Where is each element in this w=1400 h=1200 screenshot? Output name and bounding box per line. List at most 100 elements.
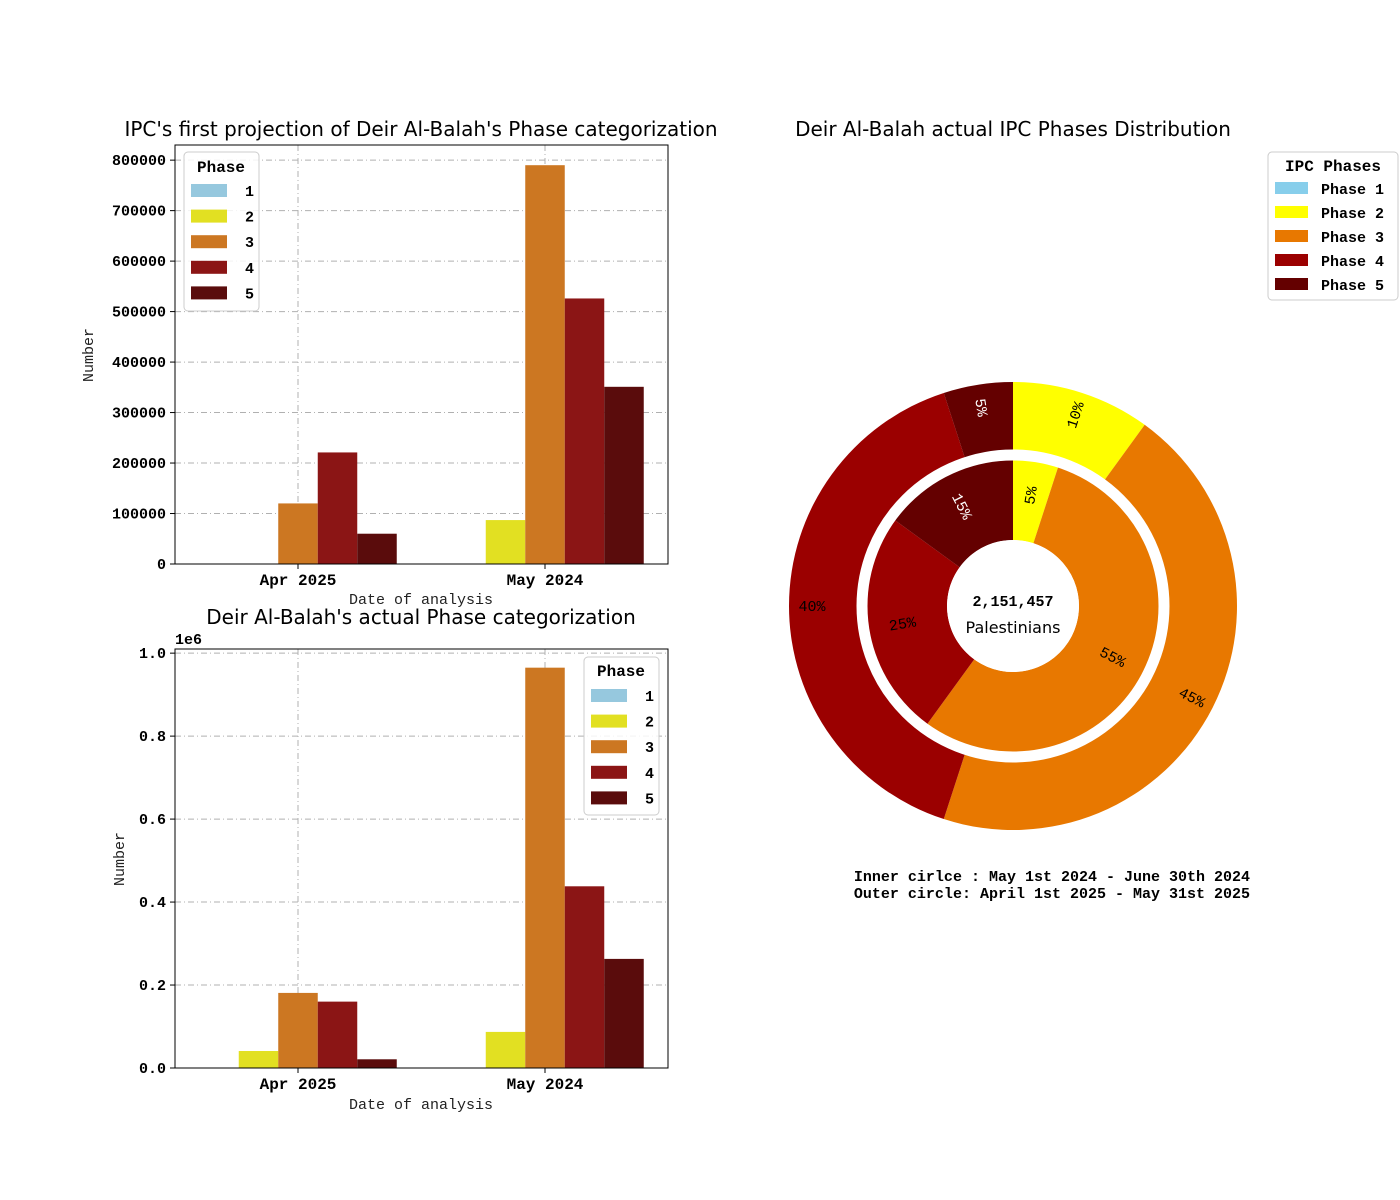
actual-y-offset-label: 1e6: [175, 632, 202, 649]
bar1-legend-label-5: 5: [245, 286, 254, 303]
actual-legend: Phase 1 2 3 4 5: [583, 656, 660, 816]
bar2-legend-swatch-2: [591, 714, 627, 728]
distribution-donut-chart: Deir Al-Balah actual IPC Phases Distribu…: [788, 117, 1399, 903]
bar2-legend-swatch-4: [591, 765, 627, 779]
donut-chart-title: Deir Al-Balah actual IPC Phases Distribu…: [795, 117, 1231, 141]
outer-wedge-phase-3: [943, 424, 1238, 831]
bar1-legend-label-3: 3: [245, 235, 254, 252]
inner-ring: [856, 449, 1170, 763]
outer-percent-label-phase-4: 40%: [798, 599, 826, 616]
bar2-legend-label-4: 4: [645, 766, 654, 783]
actual-legend-items: 1 2 3 4 5: [591, 689, 654, 808]
bar2-legend-label-2: 2: [645, 715, 654, 732]
ipc-legend-label-2: Phase 2: [1321, 206, 1384, 223]
donut-center-text: Palestinians: [966, 618, 1061, 637]
actual-y-axis-label: Number: [112, 832, 129, 886]
inner-circle-note: Inner cirlce : May 1st 2024 - June 30th …: [854, 869, 1250, 886]
inner-percent-label-phase-2: 5%: [1022, 484, 1042, 505]
bar2-bar-phase-5-may-2024: [604, 958, 644, 1068]
bar2-bar-phase-4-may-2024: [564, 886, 605, 1068]
bar1-y-tick-label: 800000: [112, 153, 166, 170]
bar1-legend-label-1: 1: [245, 184, 254, 201]
bar2-legend-label-5: 5: [645, 791, 654, 808]
inner-wedge-phase-5: [894, 460, 1013, 568]
projection-y-axis-label: Number: [81, 328, 98, 382]
bar2-y-tick-label: 0.2: [139, 978, 166, 995]
ipc-legend-label-4: Phase 4: [1321, 254, 1384, 271]
bar1-y-tick-label: 200000: [112, 456, 166, 473]
ipc-legend-swatch-1: [1275, 182, 1308, 194]
bar1-legend-label-2: 2: [245, 210, 254, 227]
bar2-legend-swatch-5: [591, 791, 627, 805]
projection-x-axis-label: Date of analysis: [349, 592, 493, 609]
bar1-bar-phase-5-apr-2025: [357, 533, 397, 564]
bar2-y-tick-label: 0.8: [139, 729, 166, 746]
actual-bar-chart: Deir Al-Balah's actual Phase categorizat…: [112, 605, 669, 1114]
bar2-y-tick-label: 0.0: [139, 1061, 166, 1078]
bar2-bar-phase-3-may-2024: [525, 667, 565, 1068]
ipc-legend-swatch-3: [1275, 230, 1308, 242]
ipc-legend-items: Phase 1 Phase 2 Phase 3 Phase 4 Phase 5: [1275, 182, 1384, 295]
inner-wedge-phase-3: [927, 467, 1160, 753]
bar1-bar-phase-2-may-2024: [485, 520, 526, 564]
bar2-x-tick-label: May 2024: [507, 1076, 584, 1094]
inner-percent-label-phase-4: 25%: [888, 614, 918, 635]
actual-plot-frame: [174, 648, 669, 1069]
bar1-legend-label-4: 4: [245, 261, 254, 278]
bar1-y-tick-label: 500000: [112, 305, 166, 322]
projection-legend-items: 1 2 3 4 5: [191, 184, 254, 303]
bar2-bar-phase-4-apr-2025: [317, 1001, 358, 1068]
bar2-bar-phase-2-may-2024: [485, 1031, 526, 1068]
outer-circle-note: Outer circle: April 1st 2025 - May 31st …: [854, 886, 1250, 903]
bar1-y-tick-label: 400000: [112, 355, 166, 372]
bar1-y-tick-label: 0: [157, 557, 166, 574]
outer-wedge-phase-4: [788, 392, 969, 820]
ipc-legend-label-3: Phase 3: [1321, 230, 1384, 247]
bar2-legend-label-1: 1: [645, 689, 654, 706]
bar1-bar-phase-3-may-2024: [525, 165, 565, 565]
bar2-bar-phase-2-apr-2025: [238, 1050, 279, 1068]
bar2-y-tick-label: 0.6: [139, 812, 166, 829]
bar2-legend-label-3: 3: [645, 740, 654, 757]
bar1-x-tick-label: Apr 2025: [260, 572, 337, 590]
bar1-legend-swatch-5: [191, 286, 227, 300]
bar1-bar-phase-4-may-2024: [564, 298, 605, 564]
bar2-legend-swatch-1: [591, 689, 627, 702]
bar1-y-tick-label: 100000: [112, 507, 166, 524]
projection-legend-title: Phase: [197, 159, 245, 177]
projection-y-ticks: 0 100000 200000 300000 400000 500000 600000 700…: [112, 153, 175, 574]
actual-chart-title: Deir Al-Balah's actual Phase categorizat…: [206, 605, 636, 629]
bar1-bar-phase-4-apr-2025: [317, 452, 358, 564]
projection-plot-frame: [174, 144, 669, 565]
bar1-x-tick-label: May 2024: [507, 572, 584, 590]
ipc-legend-title: IPC Phases: [1285, 158, 1381, 176]
bar1-bar-phase-3-apr-2025: [278, 503, 318, 564]
actual-x-ticks: Apr 2025 May 2024: [260, 1068, 584, 1094]
projection-bars: [278, 165, 644, 565]
actual-x-axis-label: Date of analysis: [349, 1097, 493, 1114]
bar2-y-tick-label: 0.4: [139, 895, 166, 912]
actual-y-ticks: 0.0 0.2 0.4 0.6 0.8 1.0: [139, 646, 175, 1078]
ipc-legend-swatch-5: [1275, 278, 1308, 290]
inner-wedge-phase-2: [1013, 460, 1059, 544]
projection-bar-chart: IPC's first projection of Deir Al-Balah'…: [81, 117, 718, 609]
actual-legend-title: Phase: [597, 663, 645, 681]
projection-x-ticks: Apr 2025 May 2024: [260, 564, 584, 590]
donut-center-hole: [947, 540, 1079, 672]
inner-wedge-phase-4: [867, 520, 975, 725]
bar2-legend-swatch-3: [591, 740, 627, 754]
bar1-bar-phase-5-may-2024: [604, 386, 644, 564]
bar1-y-tick-label: 700000: [112, 204, 166, 221]
bar2-bar-phase-5-apr-2025: [357, 1059, 397, 1068]
projection-chart-title: IPC's first projection of Deir Al-Balah'…: [124, 117, 717, 141]
bar1-legend-swatch-1: [191, 184, 227, 197]
outer-percent-label-phase-5: 5%: [970, 397, 990, 418]
donut-ring-gap: [856, 449, 1170, 763]
bar1-legend-swatch-4: [191, 260, 227, 274]
bar2-y-tick-label: 1.0: [139, 646, 166, 663]
projection-legend: Phase 1 2 3 4 5: [183, 151, 260, 312]
ipc-legend-label-5: Phase 5: [1321, 278, 1384, 295]
ipc-legend-swatch-4: [1275, 254, 1308, 266]
bar1-legend-swatch-2: [191, 209, 227, 223]
